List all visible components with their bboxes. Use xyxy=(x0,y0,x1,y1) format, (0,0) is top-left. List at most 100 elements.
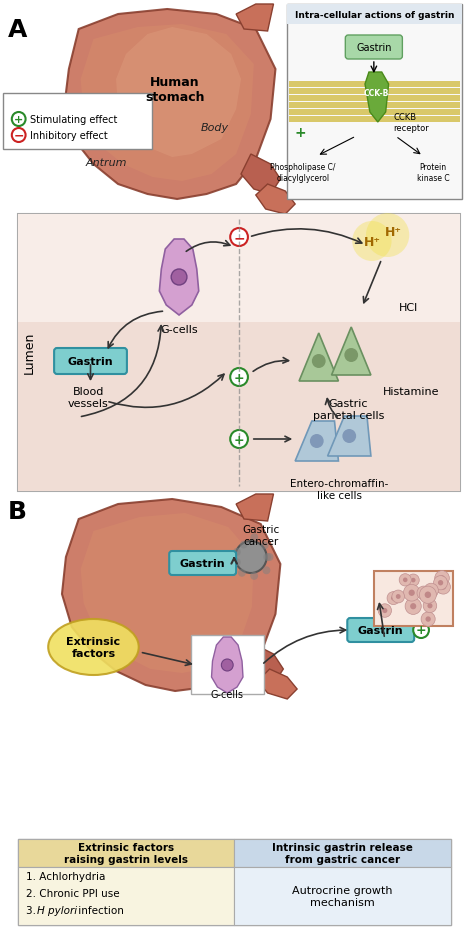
Circle shape xyxy=(233,559,241,567)
Circle shape xyxy=(439,575,445,581)
Polygon shape xyxy=(328,417,371,457)
Circle shape xyxy=(435,571,449,586)
Text: H⁺: H⁺ xyxy=(364,235,380,248)
Circle shape xyxy=(424,584,438,599)
Text: B: B xyxy=(8,499,27,523)
Circle shape xyxy=(403,585,420,601)
Circle shape xyxy=(436,580,450,595)
Polygon shape xyxy=(243,644,283,684)
Polygon shape xyxy=(236,495,273,522)
Circle shape xyxy=(230,431,248,448)
Text: 1. Achlorhydria: 1. Achlorhydria xyxy=(26,871,105,881)
Text: Blood
vessels: Blood vessels xyxy=(68,387,109,408)
Text: Body: Body xyxy=(201,122,228,133)
FancyBboxPatch shape xyxy=(234,839,451,867)
Text: +: + xyxy=(234,433,245,446)
Circle shape xyxy=(230,229,248,247)
Circle shape xyxy=(405,599,421,614)
Text: Autrocrine growth
mechanism: Autrocrine growth mechanism xyxy=(292,885,392,907)
Circle shape xyxy=(407,574,419,586)
Polygon shape xyxy=(81,25,254,182)
Circle shape xyxy=(403,578,408,583)
FancyBboxPatch shape xyxy=(289,110,460,116)
Text: +: + xyxy=(234,371,245,384)
Circle shape xyxy=(230,368,248,387)
Text: HCl: HCl xyxy=(399,303,418,313)
FancyBboxPatch shape xyxy=(374,572,453,626)
Text: Phospholipase C/
diacylglycerol: Phospholipase C/ diacylglycerol xyxy=(270,163,336,183)
Circle shape xyxy=(428,588,434,594)
Circle shape xyxy=(12,129,26,143)
Circle shape xyxy=(261,542,269,549)
Text: CCKB
receptor: CCKB receptor xyxy=(393,113,429,133)
Circle shape xyxy=(263,553,271,561)
Circle shape xyxy=(250,573,258,580)
Circle shape xyxy=(419,586,437,604)
Text: 3.: 3. xyxy=(26,905,39,915)
Text: −: − xyxy=(13,129,24,142)
Ellipse shape xyxy=(344,349,358,363)
Text: Lumen: Lumen xyxy=(23,331,36,374)
FancyBboxPatch shape xyxy=(18,867,234,925)
Text: H pylori: H pylori xyxy=(37,905,78,915)
Circle shape xyxy=(421,591,426,596)
Text: H⁺: H⁺ xyxy=(385,226,402,238)
Circle shape xyxy=(250,534,258,542)
Text: +: + xyxy=(14,115,23,125)
Polygon shape xyxy=(159,239,199,316)
FancyBboxPatch shape xyxy=(287,5,463,25)
FancyBboxPatch shape xyxy=(191,636,264,694)
Polygon shape xyxy=(236,5,273,32)
Circle shape xyxy=(438,584,443,589)
Circle shape xyxy=(425,592,431,599)
Circle shape xyxy=(438,580,443,586)
Polygon shape xyxy=(81,513,254,674)
FancyBboxPatch shape xyxy=(169,551,236,575)
Text: A: A xyxy=(8,18,27,42)
Text: Extrinsic
factors: Extrinsic factors xyxy=(66,637,120,658)
FancyBboxPatch shape xyxy=(3,94,153,149)
Polygon shape xyxy=(299,334,338,381)
Circle shape xyxy=(391,596,396,601)
Text: infection: infection xyxy=(75,905,124,915)
Text: Gastrin: Gastrin xyxy=(356,43,392,53)
Circle shape xyxy=(238,569,246,577)
Text: +: + xyxy=(416,624,427,637)
Polygon shape xyxy=(62,499,281,691)
Circle shape xyxy=(240,541,248,549)
FancyBboxPatch shape xyxy=(18,839,451,925)
Circle shape xyxy=(413,623,429,638)
Text: Histamine: Histamine xyxy=(383,387,439,396)
Circle shape xyxy=(441,585,446,590)
Ellipse shape xyxy=(310,434,324,448)
Text: G-cells: G-cells xyxy=(160,325,198,335)
Text: Inhibitory effect: Inhibitory effect xyxy=(30,131,108,141)
Circle shape xyxy=(233,548,241,556)
Text: Intrinsic gastrin release
from gastric cancer: Intrinsic gastrin release from gastric c… xyxy=(272,843,413,864)
Circle shape xyxy=(434,580,447,593)
FancyBboxPatch shape xyxy=(18,214,460,323)
Circle shape xyxy=(366,213,409,258)
FancyBboxPatch shape xyxy=(346,36,402,60)
Ellipse shape xyxy=(342,430,356,444)
Polygon shape xyxy=(256,185,295,214)
Ellipse shape xyxy=(221,659,233,671)
Text: 2. Chronic PPI use: 2. Chronic PPI use xyxy=(26,888,119,898)
FancyBboxPatch shape xyxy=(18,839,234,867)
Circle shape xyxy=(428,603,432,609)
Circle shape xyxy=(265,553,273,561)
FancyBboxPatch shape xyxy=(289,117,460,122)
Circle shape xyxy=(434,576,447,590)
Text: Gastric
cancer: Gastric cancer xyxy=(242,524,279,547)
Text: −: − xyxy=(233,231,245,245)
Text: Entero-chromaffin-
like cells: Entero-chromaffin- like cells xyxy=(290,479,389,500)
Circle shape xyxy=(383,609,387,613)
Text: Protein
kinase C: Protein kinase C xyxy=(417,163,449,183)
Circle shape xyxy=(411,578,416,583)
Ellipse shape xyxy=(171,270,187,286)
Circle shape xyxy=(423,599,437,613)
Circle shape xyxy=(378,604,392,618)
Polygon shape xyxy=(258,669,297,699)
Ellipse shape xyxy=(48,619,139,676)
Text: +: + xyxy=(294,126,306,140)
